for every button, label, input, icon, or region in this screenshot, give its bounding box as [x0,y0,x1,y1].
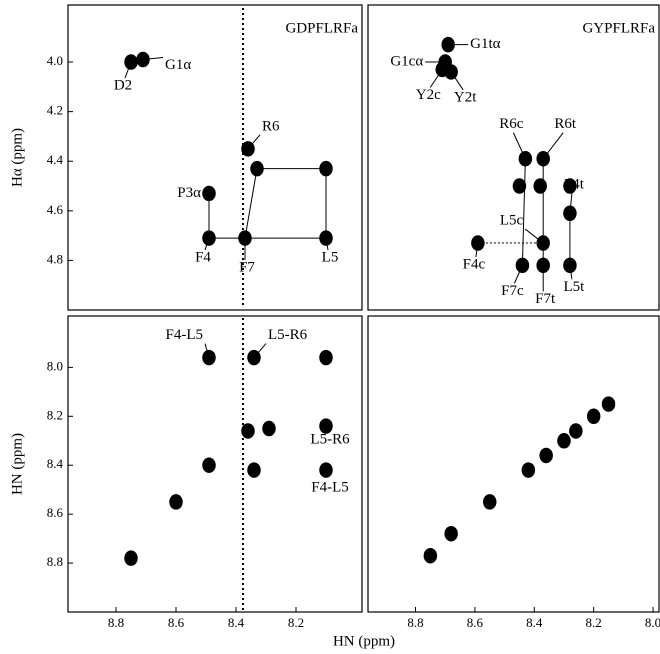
leader [542,132,564,160]
leader [247,134,261,150]
peak [319,418,333,434]
peak [247,462,261,478]
connector [244,168,258,239]
panel-frame [67,4,363,311]
peak [563,178,577,194]
leader [569,193,573,214]
y-tick-label: 8.2 [47,407,63,422]
peak-label: G1α [165,57,191,73]
y-axis-label: Hα (ppm) [9,128,25,187]
peak-label: F7 [239,260,255,276]
y-axis-label: HN (ppm) [9,433,25,495]
peak-label: F7t [535,291,556,307]
panel-frame [367,4,660,311]
peak [512,178,527,194]
x-tick-label: 8.2 [288,615,304,630]
leader [325,238,329,251]
leader [429,69,443,88]
peak [319,160,333,177]
leader [204,343,210,358]
x-tick-label: 8.2 [586,615,602,630]
peak-label: Y2t [454,89,477,105]
y-tick-label: 8.0 [47,358,63,373]
peak [169,494,183,510]
peak [202,185,216,202]
peak [319,349,333,366]
peak-label: F4t [564,177,585,193]
peak-label: L5-R6 [268,327,308,343]
peak [444,525,458,542]
x-axis-label: HN (ppm) [333,633,395,649]
y-tick-label: 8.6 [47,505,64,520]
peak-label: R6t [554,116,577,132]
leader [524,228,544,244]
leader [475,242,479,258]
panel-frame [367,315,660,613]
leader [450,71,464,91]
peak-label: Y2c [416,87,441,103]
leader [204,237,210,251]
peak [319,462,333,478]
panel-title: GYPFLRFa [582,20,655,36]
peak [521,462,536,478]
peak [124,550,138,566]
x-tick-label: 8.4 [526,615,543,630]
y-tick-label: 4.6 [47,202,64,217]
peak-label: L5c [500,212,524,228]
peak [557,433,571,449]
leader [124,61,132,79]
panel-frame [67,315,363,613]
x-tick-label: 8.8 [108,615,124,630]
peak-label: R6c [499,116,524,132]
leader [142,57,164,61]
peak [539,447,553,464]
peak [241,423,255,439]
peak-label: F4 [195,250,211,266]
connector [521,158,526,266]
peak [202,457,216,473]
x-tick-label: 8.8 [407,615,423,630]
leader [513,265,523,284]
leader [512,132,526,159]
peak-label: L5-R6 [310,432,350,448]
y-tick-label: 4.2 [47,103,63,118]
peak-label: R6 [262,118,280,134]
peak-label: P3α [177,185,201,201]
peak-label: G1cα [390,53,423,69]
panel-title: GDPFLRFa [285,20,358,36]
peak [423,547,438,564]
peak-label: D2 [114,77,132,93]
peak [601,396,616,412]
peak [586,408,601,425]
peak [569,423,583,439]
x-tick-label: 8.6 [467,615,484,630]
peak-label: F4-L5 [166,327,204,343]
peak [124,54,138,70]
peak-label: L5 [322,250,339,266]
y-tick-label: 4.4 [47,152,64,167]
leader [569,265,573,280]
y-tick-label: 4.0 [47,53,63,68]
y-tick-label: 8.4 [47,456,64,471]
peak-label: F7c [501,283,524,299]
peak [482,494,497,510]
y-tick-label: 8.8 [47,554,63,569]
x-tick-label: 8.4 [228,615,245,630]
peak-label: F4c [463,256,486,272]
peak [533,178,547,194]
x-tick-label: 8.6 [168,615,185,630]
peak-label: L5t [563,279,585,295]
peak [250,160,264,177]
peak [262,420,276,437]
peak-label: F4-L5 [311,480,349,496]
leader [253,343,267,358]
x-tick-label: 8.0 [645,615,660,630]
y-tick-label: 4.8 [47,251,63,266]
peak-label: G1tα [470,36,501,52]
